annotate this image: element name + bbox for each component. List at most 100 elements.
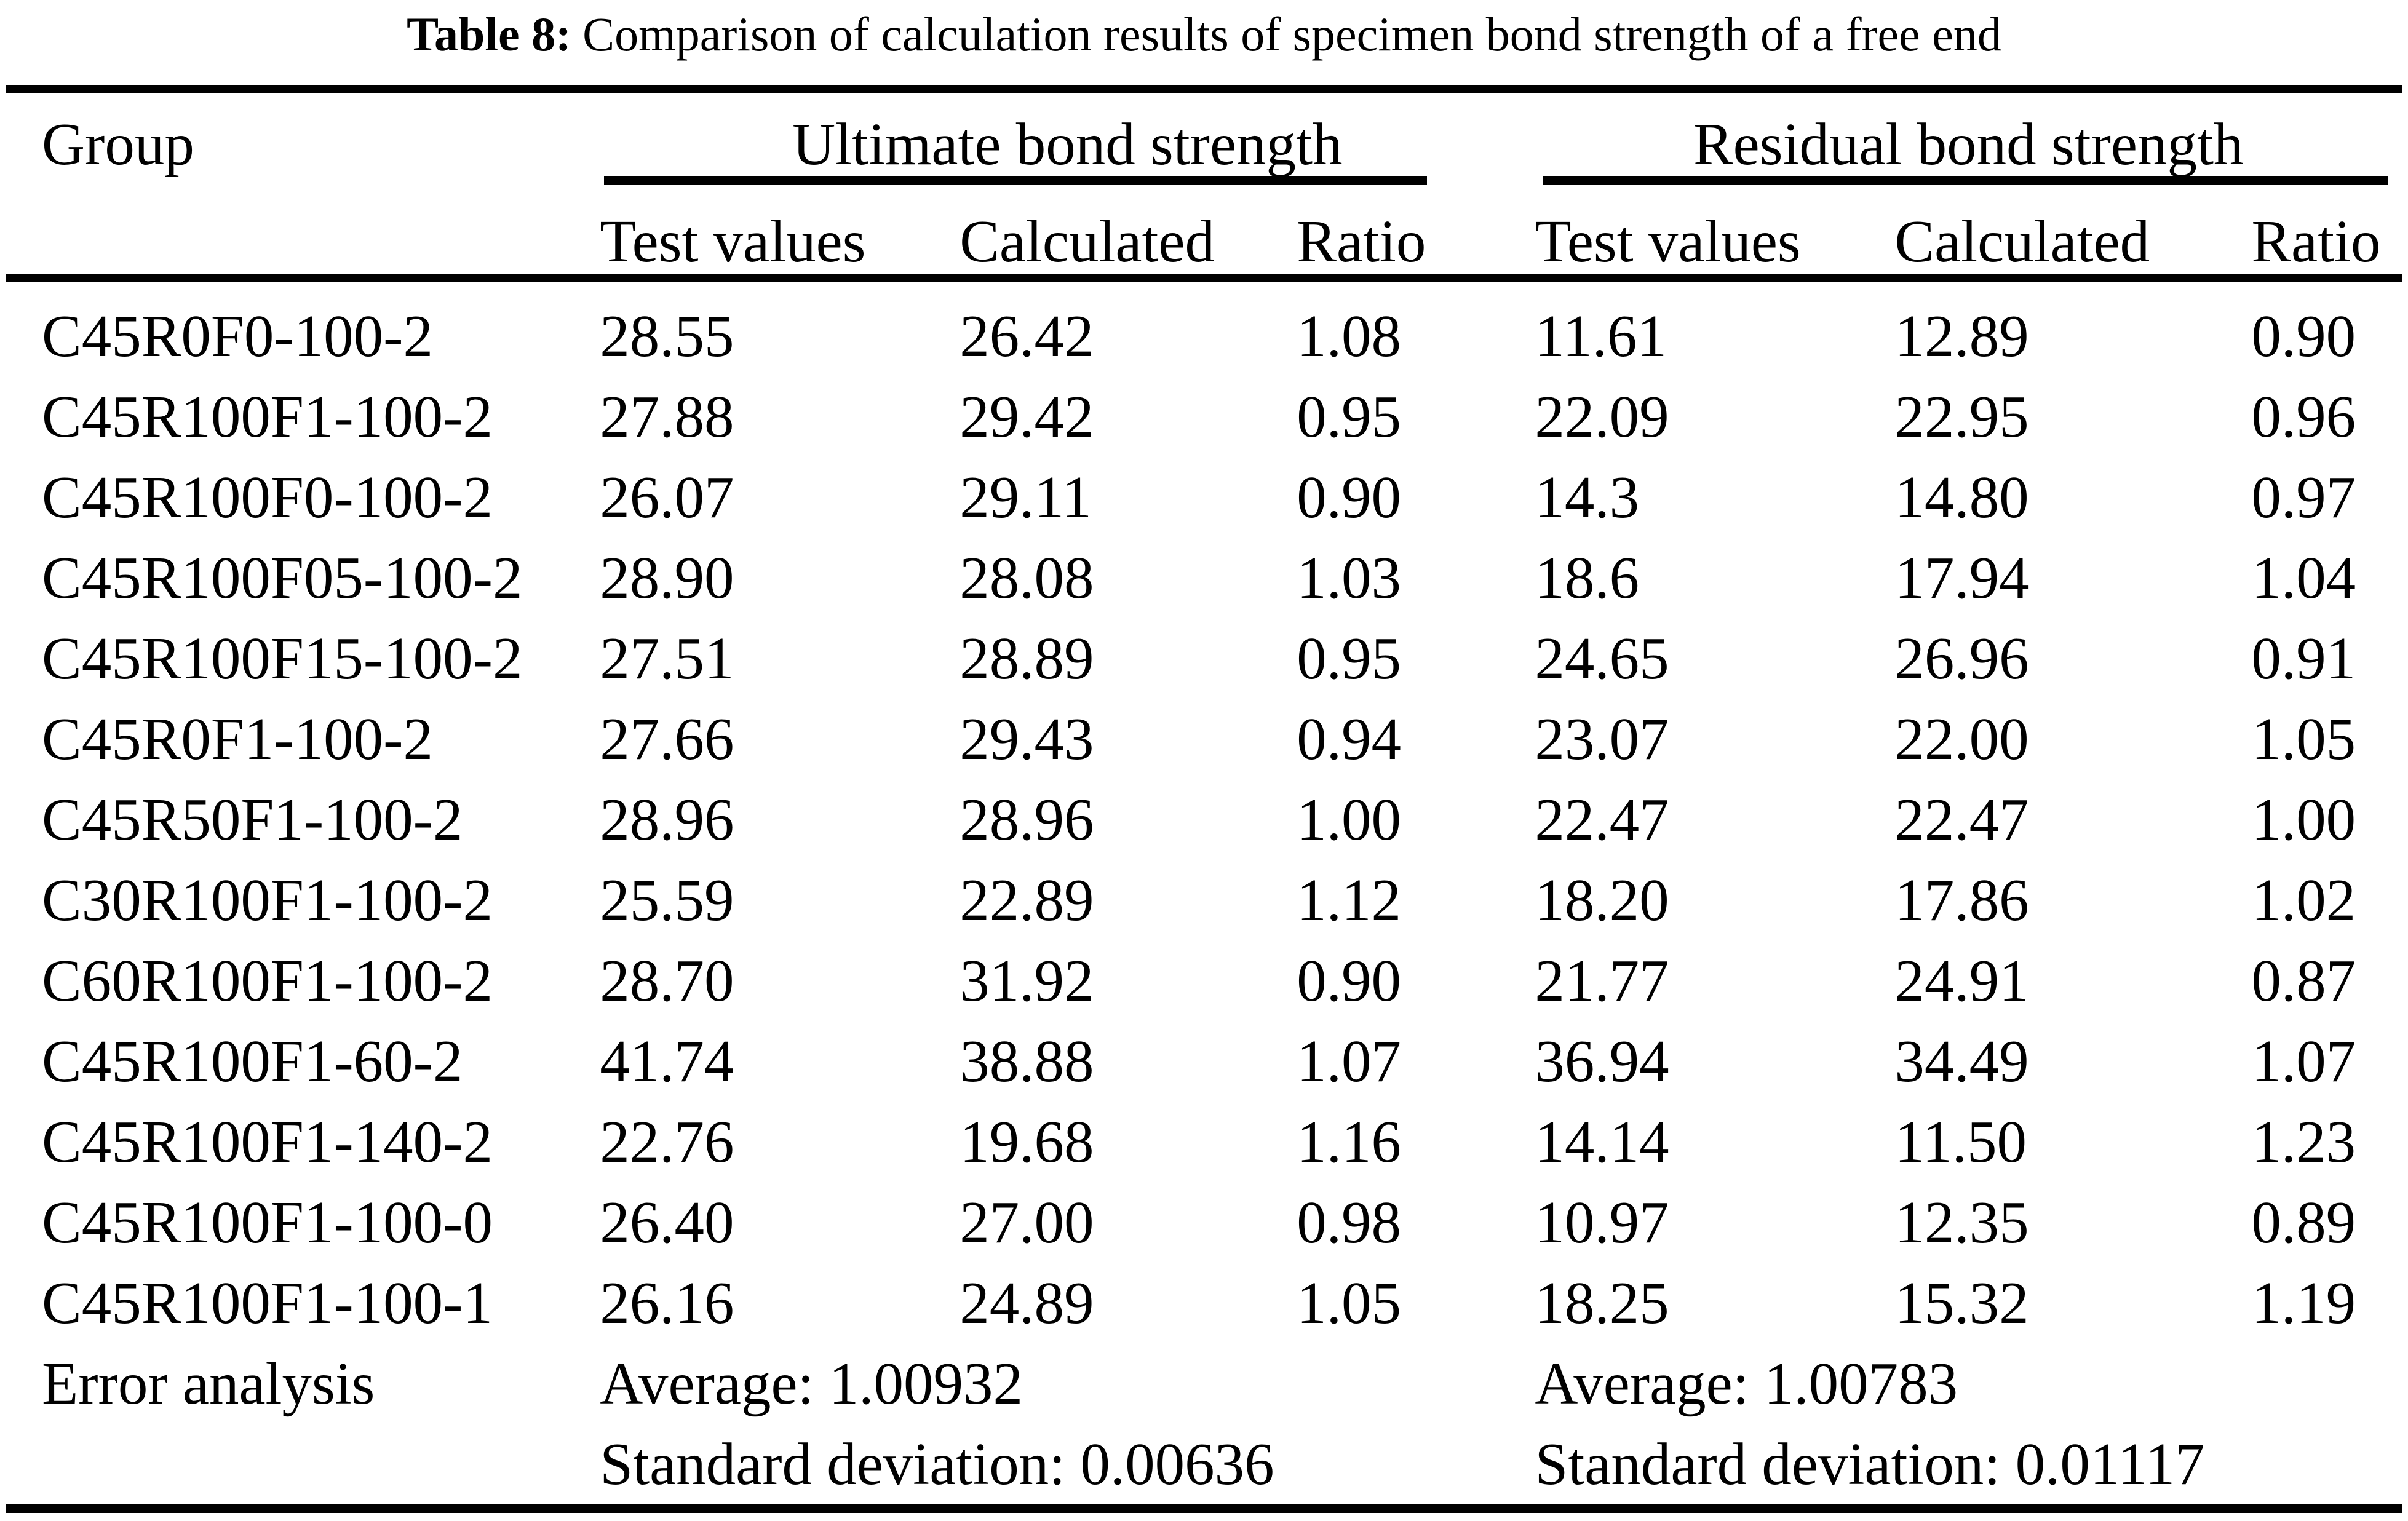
cell-ultimate-calculated: 29.11 (960, 464, 1092, 530)
cell-ultimate-ratio: 1.07 (1297, 1028, 1401, 1094)
cell-group: C45R100F1-140-2 (42, 1108, 493, 1175)
cell-ultimate-calculated: 19.68 (960, 1108, 1094, 1175)
error-analysis-footer: Error analysis Average: 1.00932 Average:… (6, 1343, 2402, 1509)
cell-residual-calculated: 14.80 (1894, 464, 2029, 530)
cell-ultimate-ratio: 0.90 (1297, 947, 1401, 1014)
cell-group: C45R100F1-60-2 (42, 1028, 463, 1094)
cell-ultimate-test: 26.07 (600, 464, 734, 530)
cell-residual-calculated: 22.47 (1894, 786, 2029, 852)
cell-ultimate-ratio: 1.16 (1297, 1108, 1401, 1175)
cell-ultimate-calculated: 24.89 (960, 1269, 1094, 1336)
table-row: C45R100F05-100-2 28.90 28.08 1.03 18.6 1… (6, 538, 2402, 618)
cell-ultimate-ratio: 1.08 (1297, 303, 1401, 369)
cell-ultimate-test: 26.40 (600, 1189, 734, 1255)
cell-residual-calculated: 22.95 (1894, 383, 2029, 450)
cell-group: C45R100F1-100-2 (42, 383, 493, 450)
cell-residual-ratio: 1.07 (2251, 1028, 2356, 1094)
cell-residual-ratio: 1.23 (2251, 1108, 2356, 1175)
cell-residual-test: 10.97 (1535, 1189, 1669, 1255)
table-row: C30R100F1-100-2 25.59 22.89 1.12 18.20 1… (6, 860, 2402, 940)
cell-ultimate-test: 28.96 (600, 786, 734, 852)
cell-group: C45R50F1-100-2 (42, 786, 463, 852)
cell-group: C45R100F15-100-2 (42, 625, 523, 691)
cell-residual-ratio: 1.00 (2251, 786, 2356, 852)
cell-residual-ratio: 1.02 (2251, 867, 2356, 933)
cell-ultimate-test: 28.90 (600, 544, 734, 611)
span-underline-row (6, 175, 2402, 185)
bond-strength-table: Group Ultimate bond strength Residual bo… (6, 85, 2402, 1513)
cell-group: C45R100F0-100-2 (42, 464, 493, 530)
cell-residual-test: 14.3 (1535, 464, 1640, 530)
span-header-ultimate: Ultimate bond strength (792, 111, 1343, 178)
cell-ultimate-test: 27.51 (600, 625, 734, 691)
cell-residual-test: 22.47 (1535, 786, 1669, 852)
cell-ultimate-test: 28.70 (600, 947, 734, 1014)
cell-residual-test: 18.20 (1535, 867, 1669, 933)
cell-ultimate-ratio: 1.00 (1297, 786, 1401, 852)
table-row: C45R100F1-100-0 26.40 27.00 0.98 10.97 1… (6, 1182, 2402, 1263)
cell-ultimate-calculated: 29.42 (960, 383, 1094, 450)
table-row: C45R100F1-100-1 26.16 24.89 1.05 18.25 1… (6, 1263, 2402, 1343)
cell-ultimate-calculated: 31.92 (960, 947, 1094, 1014)
cell-ultimate-ratio: 0.95 (1297, 383, 1401, 450)
error-analysis-label: Error analysis (42, 1350, 375, 1416)
table-row: C45R50F1-100-2 28.96 28.96 1.00 22.47 22… (6, 779, 2402, 860)
cell-residual-ratio: 1.04 (2251, 544, 2356, 611)
sub-header-ultimate-calculated: Calculated (960, 184, 1297, 282)
cell-residual-test: 23.07 (1535, 705, 1669, 772)
cell-ultimate-ratio: 0.95 (1297, 625, 1401, 691)
sub-header-residual-test: Test values (1535, 184, 1895, 282)
cell-residual-ratio: 1.05 (2251, 705, 2356, 772)
cell-ultimate-calculated: 28.89 (960, 625, 1094, 691)
cell-ultimate-test: 28.55 (600, 303, 734, 369)
cell-ultimate-calculated: 38.88 (960, 1028, 1094, 1094)
cell-residual-test: 22.09 (1535, 383, 1669, 450)
average-row: Error analysis Average: 1.00932 Average:… (6, 1343, 2402, 1424)
span-header-residual: Residual bond strength (1693, 111, 2244, 178)
cell-residual-test: 14.14 (1535, 1108, 1669, 1175)
cell-residual-test: 36.94 (1535, 1028, 1669, 1094)
table-row: C45R0F0-100-2 28.55 26.42 1.08 11.61 12.… (6, 278, 2402, 376)
cell-group: C60R100F1-100-2 (42, 947, 493, 1014)
ultimate-underline-cell (600, 175, 1535, 185)
ultimate-average-cell: Average: 1.00932 (600, 1350, 1023, 1416)
cell-residual-ratio: 0.90 (2251, 303, 2356, 369)
ultimate-std-cell: Standard deviation: 0.00636 (600, 1431, 1274, 1497)
cell-group: C45R0F1-100-2 (42, 705, 433, 772)
spacer-cell (6, 1424, 600, 1509)
table-row: C45R100F1-100-2 27.88 29.42 0.95 22.09 2… (6, 376, 2402, 457)
cell-ultimate-calculated: 22.89 (960, 867, 1094, 933)
table-row: C45R0F1-100-2 27.66 29.43 0.94 23.07 22.… (6, 699, 2402, 779)
cell-ultimate-test: 41.74 (600, 1028, 734, 1094)
cell-residual-ratio: 1.19 (2251, 1269, 2356, 1336)
table-header: Group Ultimate bond strength Residual bo… (6, 89, 2402, 282)
cell-residual-calculated: 11.50 (1894, 1108, 2027, 1175)
col-header-group: Group (42, 111, 194, 178)
cell-residual-calculated: 22.00 (1894, 705, 2029, 772)
cell-residual-calculated: 26.96 (1894, 625, 2029, 691)
cell-ultimate-calculated: 28.08 (960, 544, 1094, 611)
cell-ultimate-ratio: 1.12 (1297, 867, 1401, 933)
cell-ultimate-test: 27.88 (600, 383, 734, 450)
sub-header-residual-ratio: Ratio (2251, 184, 2402, 282)
cell-ultimate-calculated: 26.42 (960, 303, 1094, 369)
cell-residual-calculated: 12.35 (1894, 1189, 2029, 1255)
cell-ultimate-test: 22.76 (600, 1108, 734, 1175)
cell-ultimate-calculated: 28.96 (960, 786, 1094, 852)
table-row: C45R100F15-100-2 27.51 28.89 0.95 24.65 … (6, 618, 2402, 699)
table-number-label: Table 8: (407, 7, 572, 61)
cell-ultimate-ratio: 1.03 (1297, 544, 1401, 611)
cell-residual-calculated: 34.49 (1894, 1028, 2029, 1094)
cell-ultimate-calculated: 27.00 (960, 1189, 1094, 1255)
span-header-row: Group Ultimate bond strength Residual bo… (6, 89, 2402, 176)
sub-header-empty (6, 184, 600, 282)
table-row: C45R100F0-100-2 26.07 29.11 0.90 14.3 14… (6, 457, 2402, 538)
cell-residual-ratio: 0.97 (2251, 464, 2356, 530)
residual-span-underline (1543, 175, 2388, 185)
table-row: C60R100F1-100-2 28.70 31.92 0.90 21.77 2… (6, 940, 2402, 1021)
cell-ultimate-test: 27.66 (600, 705, 734, 772)
table-title-text: Comparison of calculation results of spe… (582, 7, 2001, 61)
std-deviation-row: Standard deviation: 0.00636 Standard dev… (6, 1424, 2402, 1509)
cell-residual-calculated: 24.91 (1894, 947, 2029, 1014)
